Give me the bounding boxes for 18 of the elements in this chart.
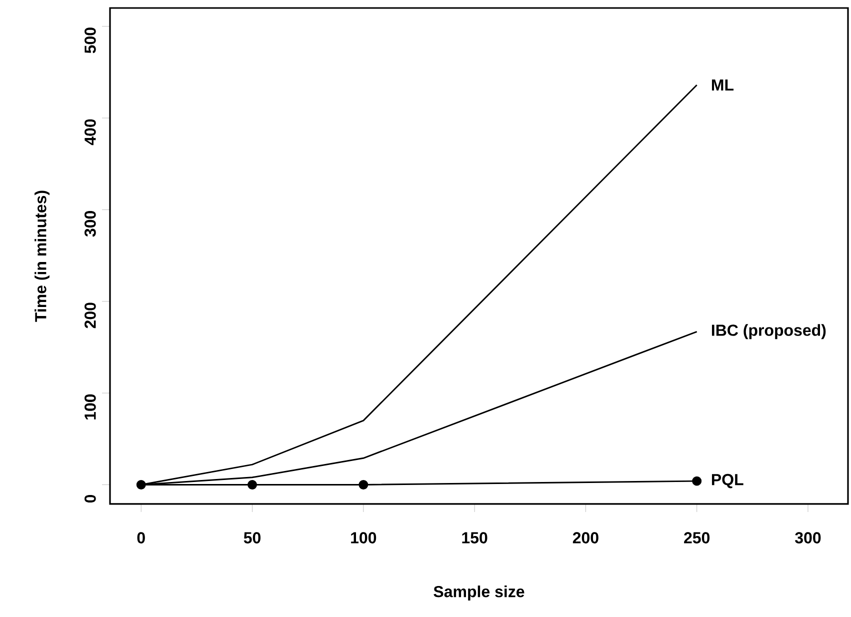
x-tick-label: 100 xyxy=(351,532,376,544)
y-tick-label: 300 xyxy=(84,211,96,237)
series-label: ML xyxy=(712,80,734,91)
y-tick-label: 0 xyxy=(84,494,96,503)
y-tick-label: 100 xyxy=(84,394,96,420)
x-tick-label: 0 xyxy=(137,532,145,544)
x-tick-label: 50 xyxy=(244,532,261,544)
y-tick-label: 400 xyxy=(84,119,96,146)
x-axis-title: Sample size xyxy=(434,586,524,600)
series-label: PQL xyxy=(712,474,744,488)
series-label: IBC (proposed) xyxy=(712,324,826,340)
x-tick-label: 150 xyxy=(462,532,488,544)
x-tick-label: 200 xyxy=(572,532,598,544)
x-tick-label: 250 xyxy=(684,532,710,544)
x-tick-label: 300 xyxy=(795,532,821,544)
y-tick-label: 200 xyxy=(84,302,96,328)
y-tick-label: 500 xyxy=(84,28,96,54)
y-axis-title: Time (in minutes) xyxy=(34,190,50,322)
